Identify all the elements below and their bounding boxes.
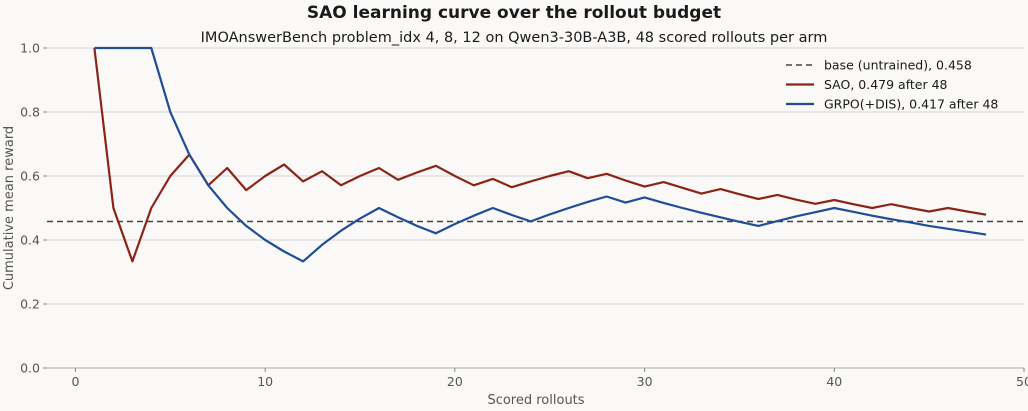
x-tick-label-5: 50 xyxy=(1016,374,1028,389)
legend: base (untrained), 0.458 SAO, 0.479 after … xyxy=(786,58,998,112)
x-tick-label-2: 20 xyxy=(447,374,463,389)
y-tick-label-1: 0.2 xyxy=(20,297,40,312)
y-axis-label: Cumulative mean reward xyxy=(2,126,17,290)
y-tick-label-3: 0.6 xyxy=(20,169,40,184)
chart-title: SAO learning curve over the rollout budg… xyxy=(307,3,721,23)
y-ticks: 0.0 0.2 0.4 0.6 0.8 1.0 xyxy=(20,41,47,376)
x-ticks: 0 10 20 30 40 50 xyxy=(71,368,1028,389)
series-line-0 xyxy=(93,47,987,263)
chart-subtitle: IMOAnswerBench problem_idx 4, 8, 12 on Q… xyxy=(201,30,828,46)
series-line-1 xyxy=(94,46,987,263)
legend-label-0: base (untrained), 0.458 xyxy=(824,58,972,73)
y-tick-label-0: 0.0 xyxy=(20,361,40,376)
x-tick-label-3: 30 xyxy=(637,374,653,389)
y-tick-label-4: 0.8 xyxy=(20,105,40,120)
x-tick-label-0: 0 xyxy=(71,374,79,389)
x-tick-label-1: 10 xyxy=(257,374,273,389)
y-tick-label-2: 0.4 xyxy=(20,233,40,248)
legend-label-2: GRPO(+DIS), 0.417 after 48 xyxy=(824,97,998,112)
x-axis-label: Scored rollouts xyxy=(487,393,584,408)
series-group xyxy=(93,46,987,263)
y-tick-label-5: 1.0 xyxy=(20,41,40,56)
x-tick-label-4: 40 xyxy=(826,374,842,389)
gridlines xyxy=(47,47,1024,305)
legend-label-1: SAO, 0.479 after 48 xyxy=(824,77,948,92)
